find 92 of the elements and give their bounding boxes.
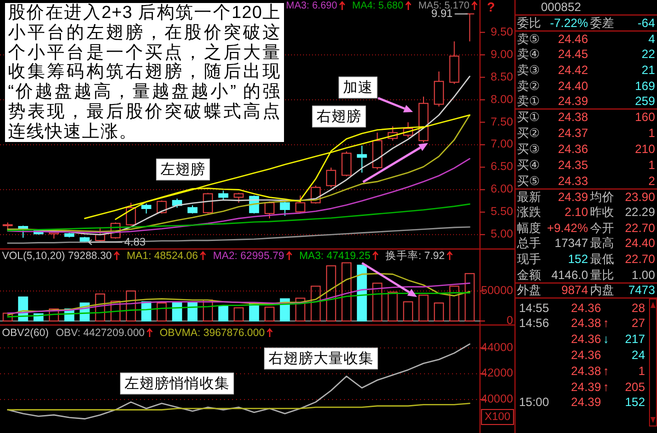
text: 169 (634, 79, 656, 93)
text: 买⑤ 24.33 (517, 174, 588, 188)
text: 259 (634, 94, 656, 108)
y-tick-label: 9.50 (490, 26, 513, 38)
y-tick-label: 40000 (481, 393, 513, 406)
text: 1 (648, 158, 656, 172)
text: 内盘 7473 (590, 283, 656, 297)
text: 2 (648, 174, 656, 188)
text: 24.38 (571, 364, 602, 378)
text: 152 (624, 395, 646, 409)
text: 205 (624, 380, 646, 394)
text: 现手 152 (517, 252, 588, 266)
text: MA3: 6.690 (286, 0, 338, 12)
text: 27 (632, 316, 646, 330)
text: MA2: 62995.79 (212, 250, 284, 262)
text: 24.38 (571, 316, 602, 330)
text: OBV: 4427209.000 (56, 327, 145, 339)
text: 卖⑤ 24.46 (517, 32, 588, 46)
text: 均价 23.90 (589, 190, 656, 204)
y-tick-label: 0 (506, 315, 513, 327)
annotation: 左翅膀 (160, 161, 206, 178)
annotation: 加速 (343, 79, 373, 96)
text: 卖① 24.39 (517, 94, 588, 108)
y-tick-label: 7.50 (490, 116, 513, 128)
annotation: 9.91 (431, 8, 453, 20)
chart-title: OBV2(60) (2, 327, 49, 339)
text: 买③ 24.36 (517, 142, 588, 156)
text: MA4: 5.680 (352, 0, 404, 12)
text: 今开 22.70 (590, 221, 656, 235)
text: 最低 22.70 (590, 252, 656, 266)
text: 160 (634, 110, 656, 124)
text: 15:00 (519, 395, 550, 409)
y-tick-label: 6.50 (490, 161, 513, 174)
text: 24 (632, 348, 646, 362)
text: 量比 1.00 (590, 268, 656, 282)
chart-title: VOL(5,10,20) 79288.30 (2, 250, 112, 262)
y-tick-label: 7.00 (490, 138, 513, 151)
text: 涨跌 2.10 (517, 205, 588, 219)
text: 卖④ 24.45 (517, 47, 588, 61)
text: 4 (648, 32, 656, 46)
text: 最高 24.40 (590, 236, 656, 250)
text: 委差 -64 (590, 16, 656, 30)
text: 总手 17347 (516, 236, 588, 250)
annotation: 右翅膀 (316, 108, 362, 125)
text: 卖② 24.40 (517, 79, 588, 93)
y-tick-label: 8.50 (490, 71, 513, 84)
text: ↑ (603, 364, 609, 378)
y-tick-label: 50000 (481, 285, 513, 297)
text: ↓ (603, 332, 609, 346)
text: ? (487, 0, 496, 14)
y-tick-label: 9.00 (490, 48, 513, 61)
y-tick-label: 5.50 (490, 206, 513, 218)
text: 买② 24.37 (517, 126, 588, 140)
text: ↑ (603, 316, 609, 330)
text: 1 (648, 126, 656, 140)
y-tick-label: 8.00 (490, 94, 513, 106)
annotation: 换手率: 7.92 (385, 249, 445, 262)
text: 14:55 (519, 301, 550, 315)
text: 24.36 (571, 332, 602, 346)
text: MA1: 48524.06 (126, 250, 198, 262)
text: 最新 24.39 (517, 190, 588, 204)
text: 24.36 (571, 301, 602, 315)
text: 外盘 9874 (517, 283, 588, 297)
text: 24.39 (571, 395, 602, 409)
y-tick-label: 44000 (481, 342, 513, 354)
y-tick-label: 6.00 (490, 184, 513, 196)
text: ↑ (603, 380, 609, 394)
text: 卖③ 24.42 (517, 63, 588, 77)
text: 幅度 +9.42% (517, 221, 588, 235)
text: 1 (638, 364, 646, 378)
text: 21 (642, 63, 656, 77)
text: 22 (642, 47, 656, 61)
text: MA3: 47419.25 (299, 250, 371, 262)
text: 24.39 (571, 380, 602, 394)
text: 金额 4146.0 (517, 268, 588, 282)
text: 委比 -7.22% (517, 16, 588, 30)
annotation: 右翅膀大量收集 (268, 350, 374, 367)
text: 000852 (541, 0, 582, 14)
text: 28 (632, 301, 646, 315)
y-axis-title: X100 (484, 411, 510, 423)
y-tick-label: 42000 (481, 368, 513, 380)
text: 24.36 (571, 348, 602, 362)
text: OBVMA: 3967876.000 (160, 327, 265, 339)
text: 买④ 24.35 (517, 158, 588, 172)
text: 14:56 (519, 316, 550, 330)
text: 买① 24.38 (517, 110, 588, 124)
annotation: 股价在进入2+3 后构筑一个120上小平台的左翅膀，在股价突破这个小平台是一个买点，之后大量收集筹码构筑右翅膀，随后出现 “价越盘越高，量越盘越小” 的强势表现，最后股价突破蝶式高点连线快速上涨。 (5, 2, 284, 142)
annotation: 左翅膀悄悄收集 (124, 375, 230, 392)
text: 昨收 22.29 (590, 205, 656, 219)
text: 217 (624, 332, 646, 346)
text: 210 (634, 142, 656, 156)
y-tick-label: 5.00 (490, 228, 513, 241)
